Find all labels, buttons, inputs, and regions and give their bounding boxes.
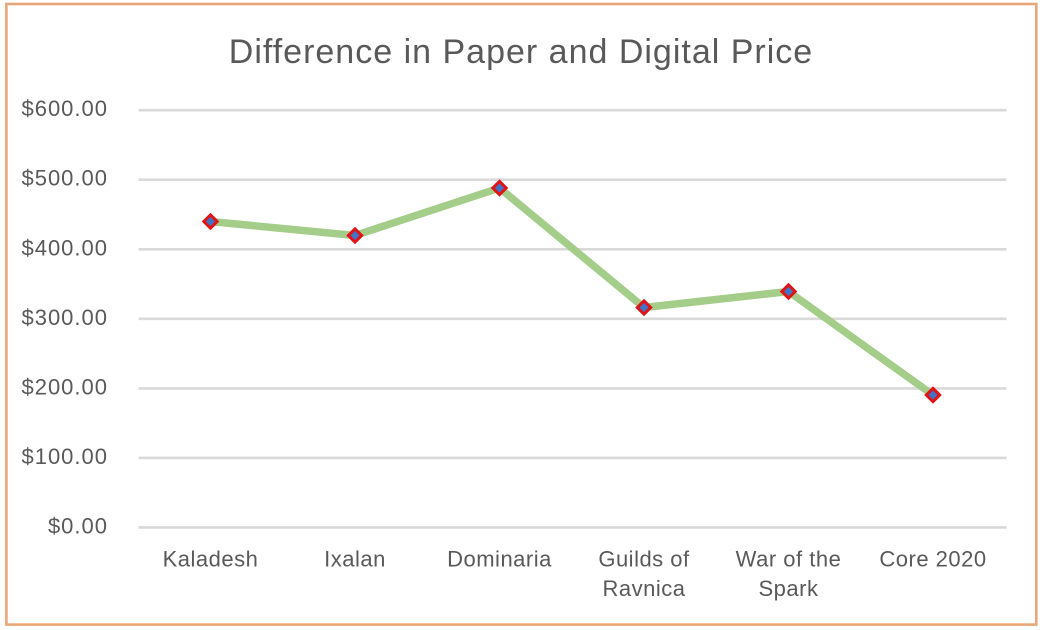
- svg-text:$100.00: $100.00: [21, 444, 108, 469]
- svg-text:$500.00: $500.00: [21, 166, 108, 191]
- svg-text:Ixalan: Ixalan: [324, 547, 386, 572]
- svg-text:$400.00: $400.00: [21, 235, 108, 260]
- svg-text:Guilds of: Guilds of: [598, 547, 690, 572]
- svg-text:Core 2020: Core 2020: [879, 547, 986, 572]
- svg-text:Ravnica: Ravnica: [603, 576, 686, 601]
- svg-text:Dominaria: Dominaria: [447, 547, 552, 572]
- svg-text:War of the: War of the: [736, 547, 842, 572]
- svg-text:$300.00: $300.00: [21, 305, 108, 330]
- svg-text:$0.00: $0.00: [48, 513, 108, 538]
- svg-text:$200.00: $200.00: [21, 374, 108, 399]
- svg-text:Spark: Spark: [759, 576, 819, 601]
- svg-text:Difference in Paper and Digita: Difference in Paper and Digital Price: [229, 33, 813, 71]
- svg-text:Kaladesh: Kaladesh: [163, 547, 259, 572]
- svg-text:$600.00: $600.00: [21, 96, 108, 121]
